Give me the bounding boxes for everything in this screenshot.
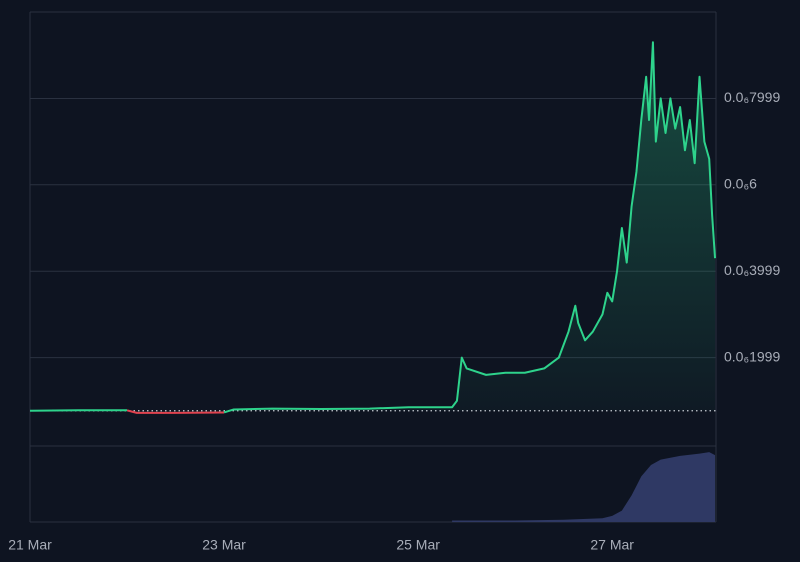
x-tick-label: 21 Mar	[8, 537, 52, 553]
y-tick-label: 0.0₆6	[724, 176, 757, 192]
x-tick-label: 23 Mar	[202, 537, 246, 553]
y-tick-label: 0.0₆1999	[724, 348, 780, 364]
x-tick-label: 25 Mar	[396, 537, 440, 553]
y-tick-label: 0.0₆3999	[724, 262, 780, 278]
volume-area	[452, 452, 716, 522]
price-line	[223, 41, 717, 414]
price-line	[126, 409, 225, 414]
y-tick-label: 0.0₆7999	[724, 89, 780, 105]
price-area	[30, 42, 716, 413]
x-tick-label: 27 Mar	[590, 537, 634, 553]
